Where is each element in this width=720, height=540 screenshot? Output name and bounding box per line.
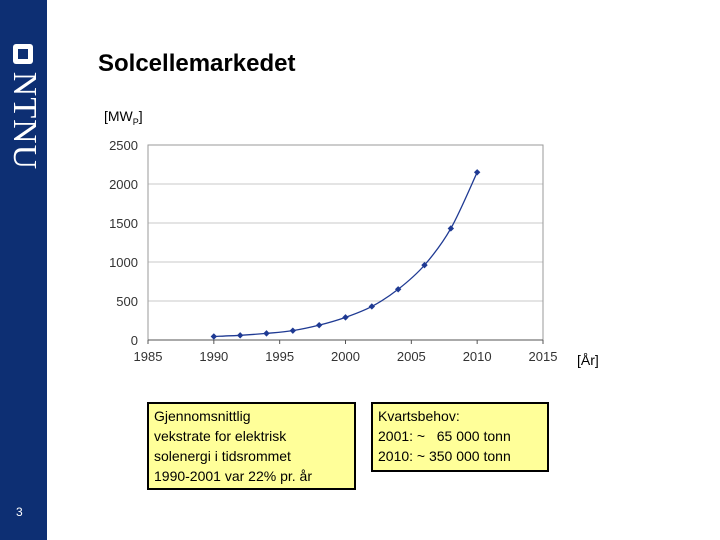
data-point-marker	[263, 330, 270, 337]
quartz-note-line: Kvartsbehov:	[378, 408, 460, 424]
y-tick-label: 2000	[109, 177, 138, 192]
sidebar: NTNU 3	[0, 0, 47, 540]
y-axis-unit-label: [MWP]	[104, 108, 143, 127]
data-point-marker	[236, 332, 244, 339]
data-point-marker	[315, 321, 323, 329]
data-point-marker	[447, 225, 455, 232]
ntnu-logo: NTNU	[6, 71, 43, 171]
ntnu-logo-mark	[13, 44, 33, 64]
x-tick-label: 1985	[134, 349, 163, 364]
plot-area-border	[147, 144, 544, 341]
quartz-demand-note: Kvartsbehov: 2001: ~ 65 000 tonn 2010: ~…	[371, 402, 549, 472]
quartz-note-line: 2010: ~ 350 000 tonn	[378, 448, 511, 464]
x-tick-label: 2015	[529, 349, 558, 364]
growth-note-line: Gjennomsnittlig	[154, 408, 251, 424]
pv-market-chart: 0 500 1000 1500 2000 2500 1985 1990 1995 2000 2005…	[109, 138, 558, 364]
growth-rate-note: Gjennomsnittlig vekstrate for elektrisk …	[147, 402, 356, 490]
ntnu-logo-text: NTNU	[6, 71, 43, 171]
data-point-marker	[210, 333, 218, 340]
growth-note-line: vekstrate for elektrisk	[154, 428, 287, 444]
y-tick-label: 500	[116, 294, 138, 309]
x-tick-label: 1995	[265, 349, 294, 364]
y-tick-label: 0	[131, 333, 138, 348]
y-axis-unit-subscript: P	[132, 116, 139, 127]
data-point-marker	[289, 327, 297, 334]
y-tick-label: 2500	[109, 138, 138, 153]
x-axis-unit-label: [År]	[577, 352, 599, 368]
page-number: 3	[16, 505, 23, 519]
data-point-marker	[368, 303, 376, 310]
data-point-marker	[473, 169, 481, 176]
y-tick-label: 1000	[109, 255, 138, 270]
quartz-note-line: 2001: ~ 65 000 tonn	[378, 428, 511, 444]
x-tick-label: 2010	[463, 349, 492, 364]
growth-note-line: solenergi i tidsrommet	[154, 448, 291, 464]
x-tick-label: 1990	[199, 349, 228, 364]
data-point-marker	[342, 314, 349, 321]
growth-note-line: 1990-2001 var 22% pr. år	[154, 468, 312, 484]
y-axis-unit-close: ]	[138, 108, 143, 124]
data-point-marker	[421, 261, 428, 269]
data-point-marker	[394, 286, 402, 293]
y-axis-unit-main: [MW	[104, 108, 133, 124]
series-line	[213, 172, 478, 338]
x-tick-label: 2005	[397, 349, 426, 364]
x-tick-label: 2000	[331, 349, 360, 364]
slide-title: Solcellemarkedet	[98, 50, 296, 77]
y-tick-label: 1500	[109, 216, 138, 231]
